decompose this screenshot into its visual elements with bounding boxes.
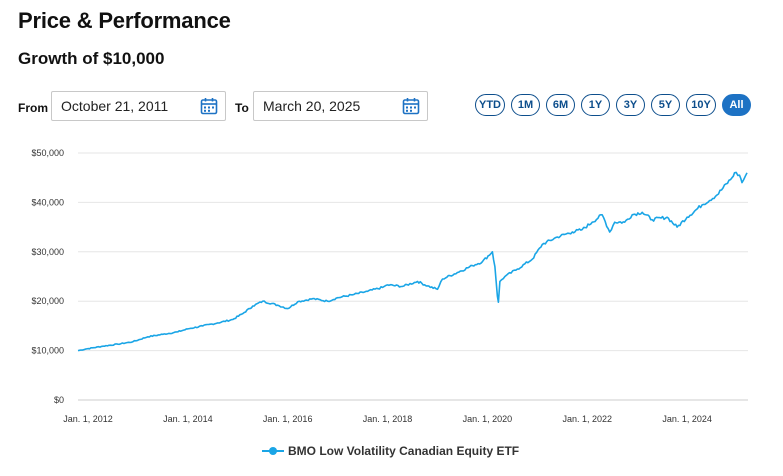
- x-tick-label: Jan. 1, 2024: [662, 414, 712, 424]
- chart-legend[interactable]: BMO Low Volatility Canadian Equity ETF: [262, 444, 519, 458]
- page-title: Price & Performance: [18, 8, 231, 33]
- from-label: From: [18, 101, 48, 115]
- legend-marker-icon: [262, 446, 284, 456]
- series-line: [77, 171, 748, 352]
- chart-subtitle: Growth of $10,000: [18, 49, 165, 68]
- range-all-button[interactable]: All: [722, 94, 751, 116]
- range-6m-button[interactable]: 6M: [546, 94, 575, 116]
- calendar-icon[interactable]: [402, 97, 420, 115]
- x-tick-label: Jan. 1, 2016: [263, 414, 313, 424]
- from-date-input[interactable]: October 21, 2011: [51, 91, 226, 121]
- y-tick-label: $10,000: [31, 346, 64, 356]
- range-1m-button[interactable]: 1M: [511, 94, 540, 116]
- y-tick-label: $0: [54, 395, 64, 405]
- range-5y-button[interactable]: 5Y: [651, 94, 680, 116]
- y-tick-label: $40,000: [31, 197, 64, 207]
- x-tick-label: Jan. 1, 2012: [63, 414, 113, 424]
- calendar-icon[interactable]: [200, 97, 218, 115]
- x-tick-label: Jan. 1, 2022: [562, 414, 612, 424]
- x-tick-label: Jan. 1, 2014: [163, 414, 213, 424]
- y-tick-label: $20,000: [31, 296, 64, 306]
- range-10y-button[interactable]: 10Y: [686, 94, 716, 116]
- range-1y-button[interactable]: 1Y: [581, 94, 610, 116]
- x-tick-label: Jan. 1, 2018: [363, 414, 413, 424]
- range-ytd-button[interactable]: YTD: [475, 94, 505, 116]
- from-date-value: October 21, 2011: [61, 98, 169, 114]
- to-label: To: [235, 101, 249, 115]
- growth-chart: $0 $10,000 $20,000 $30,000 $40,000 $50,000 Ja…: [31, 148, 748, 424]
- y-tick-label: $50,000: [31, 148, 64, 158]
- to-date-value: March 20, 2025: [263, 98, 361, 114]
- y-tick-label: $30,000: [31, 247, 64, 257]
- to-date-input[interactable]: March 20, 2025: [253, 91, 428, 121]
- x-tick-label: Jan. 1, 2020: [463, 414, 513, 424]
- legend-label: BMO Low Volatility Canadian Equity ETF: [288, 444, 520, 458]
- range-3y-button[interactable]: 3Y: [616, 94, 645, 116]
